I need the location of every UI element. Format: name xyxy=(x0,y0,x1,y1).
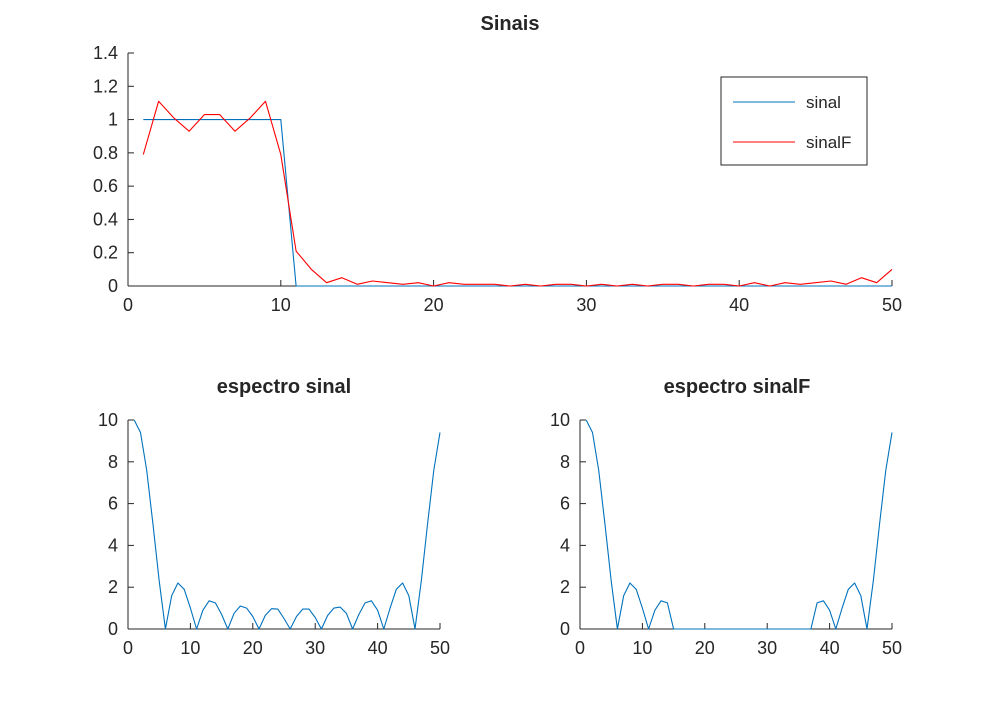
signals-plot: Sinais 0 10 20 30 40 50 0 0.2 0.4 0.6 0.8 1 1.2 1.4 s… xyxy=(93,13,902,315)
spectrum-filtered-y-tick-label: 2 xyxy=(560,577,570,597)
spectrum-filtered-y-tick-label: 0 xyxy=(560,619,570,639)
spectrum-filtered-plot: espectro sinalF 0 10 20 30 40 50 0 2 4 6 8 10 xyxy=(550,376,902,658)
signals-plot-title: Sinais xyxy=(481,13,540,35)
signals-y-tick-label: 1 xyxy=(108,110,118,130)
spectrum-signal-y-tick-label: 8 xyxy=(108,452,118,472)
spectrum-filtered-x-tick-label: 50 xyxy=(882,638,902,658)
spectrum-signal-plot: espectro sinal 0 10 20 30 40 50 0 2 4 6 8 10 xyxy=(98,376,450,658)
spectrum-signal-x-tick-label: 0 xyxy=(123,638,133,658)
legend: sinal sinalF xyxy=(720,76,868,166)
spectrum-filtered-series-line-0 xyxy=(585,419,893,630)
spectrum-signal-y-tick-label: 6 xyxy=(108,494,118,514)
spectrum-filtered-title: espectro sinalF xyxy=(664,376,811,398)
spectrum-filtered-y-tick-label: 4 xyxy=(560,535,570,555)
signals-x-tick-label: 20 xyxy=(424,295,444,315)
signals-x-tick-label: 50 xyxy=(882,295,902,315)
spectrum-signal-x-tick-label: 20 xyxy=(243,638,263,658)
signals-y-tick-label: 0 xyxy=(108,276,118,296)
signals-series-group xyxy=(142,100,893,287)
signals-y-tick-label: 0.8 xyxy=(93,143,118,163)
spectrum-signal-axes: 0 10 20 30 40 50 0 2 4 6 8 10 xyxy=(98,410,450,658)
signals-series-line-sinalF xyxy=(142,100,893,287)
spectrum-signal-title: espectro sinal xyxy=(217,376,352,398)
signals-y-tick-label: 0.4 xyxy=(93,209,118,229)
spectrum-filtered-y-tick-label: 6 xyxy=(560,494,570,514)
signals-x-tick-label: 30 xyxy=(576,295,596,315)
spectrum-filtered-axes: 0 10 20 30 40 50 0 2 4 6 8 10 xyxy=(550,410,902,658)
signals-y-tick-label: 1.2 xyxy=(93,76,118,96)
spectrum-signal-y-tick-label: 4 xyxy=(108,535,118,555)
spectrum-filtered-x-tick-label: 20 xyxy=(695,638,715,658)
spectrum-signal-series-group xyxy=(133,419,441,630)
signals-y-tick-label: 1.4 xyxy=(93,43,118,63)
signals-x-tick-label: 10 xyxy=(271,295,291,315)
spectrum-signal-y-tick-label: 10 xyxy=(98,410,118,430)
spectrum-signal-x-tick-label: 10 xyxy=(180,638,200,658)
spectrum-signal-y-tick-label: 0 xyxy=(108,619,118,639)
spectrum-signal-y-tick-label: 2 xyxy=(108,577,118,597)
spectrum-filtered-y-tick-label: 10 xyxy=(550,410,570,430)
spectrum-filtered-x-tick-label: 30 xyxy=(757,638,777,658)
spectrum-signal-x-tick-label: 30 xyxy=(305,638,325,658)
legend-box xyxy=(720,76,868,166)
spectrum-filtered-x-tick-label: 0 xyxy=(575,638,585,658)
spectrum-signal-x-tick-label: 40 xyxy=(368,638,388,658)
legend-label-sinalF: sinalF xyxy=(806,133,851,152)
signals-y-tick-label: 0.6 xyxy=(93,176,118,196)
signals-x-tick-label: 40 xyxy=(729,295,749,315)
spectrum-filtered-x-tick-label: 40 xyxy=(820,638,840,658)
spectrum-filtered-series-group xyxy=(585,419,893,630)
signals-y-tick-label: 0.2 xyxy=(93,243,118,263)
legend-label-sinal: sinal xyxy=(806,93,841,112)
spectrum-filtered-x-tick-label: 10 xyxy=(632,638,652,658)
signals-x-tick-label: 0 xyxy=(123,295,133,315)
spectrum-filtered-y-tick-label: 8 xyxy=(560,452,570,472)
spectrum-signal-series-line-0 xyxy=(133,419,441,630)
spectrum-signal-x-tick-label: 50 xyxy=(430,638,450,658)
